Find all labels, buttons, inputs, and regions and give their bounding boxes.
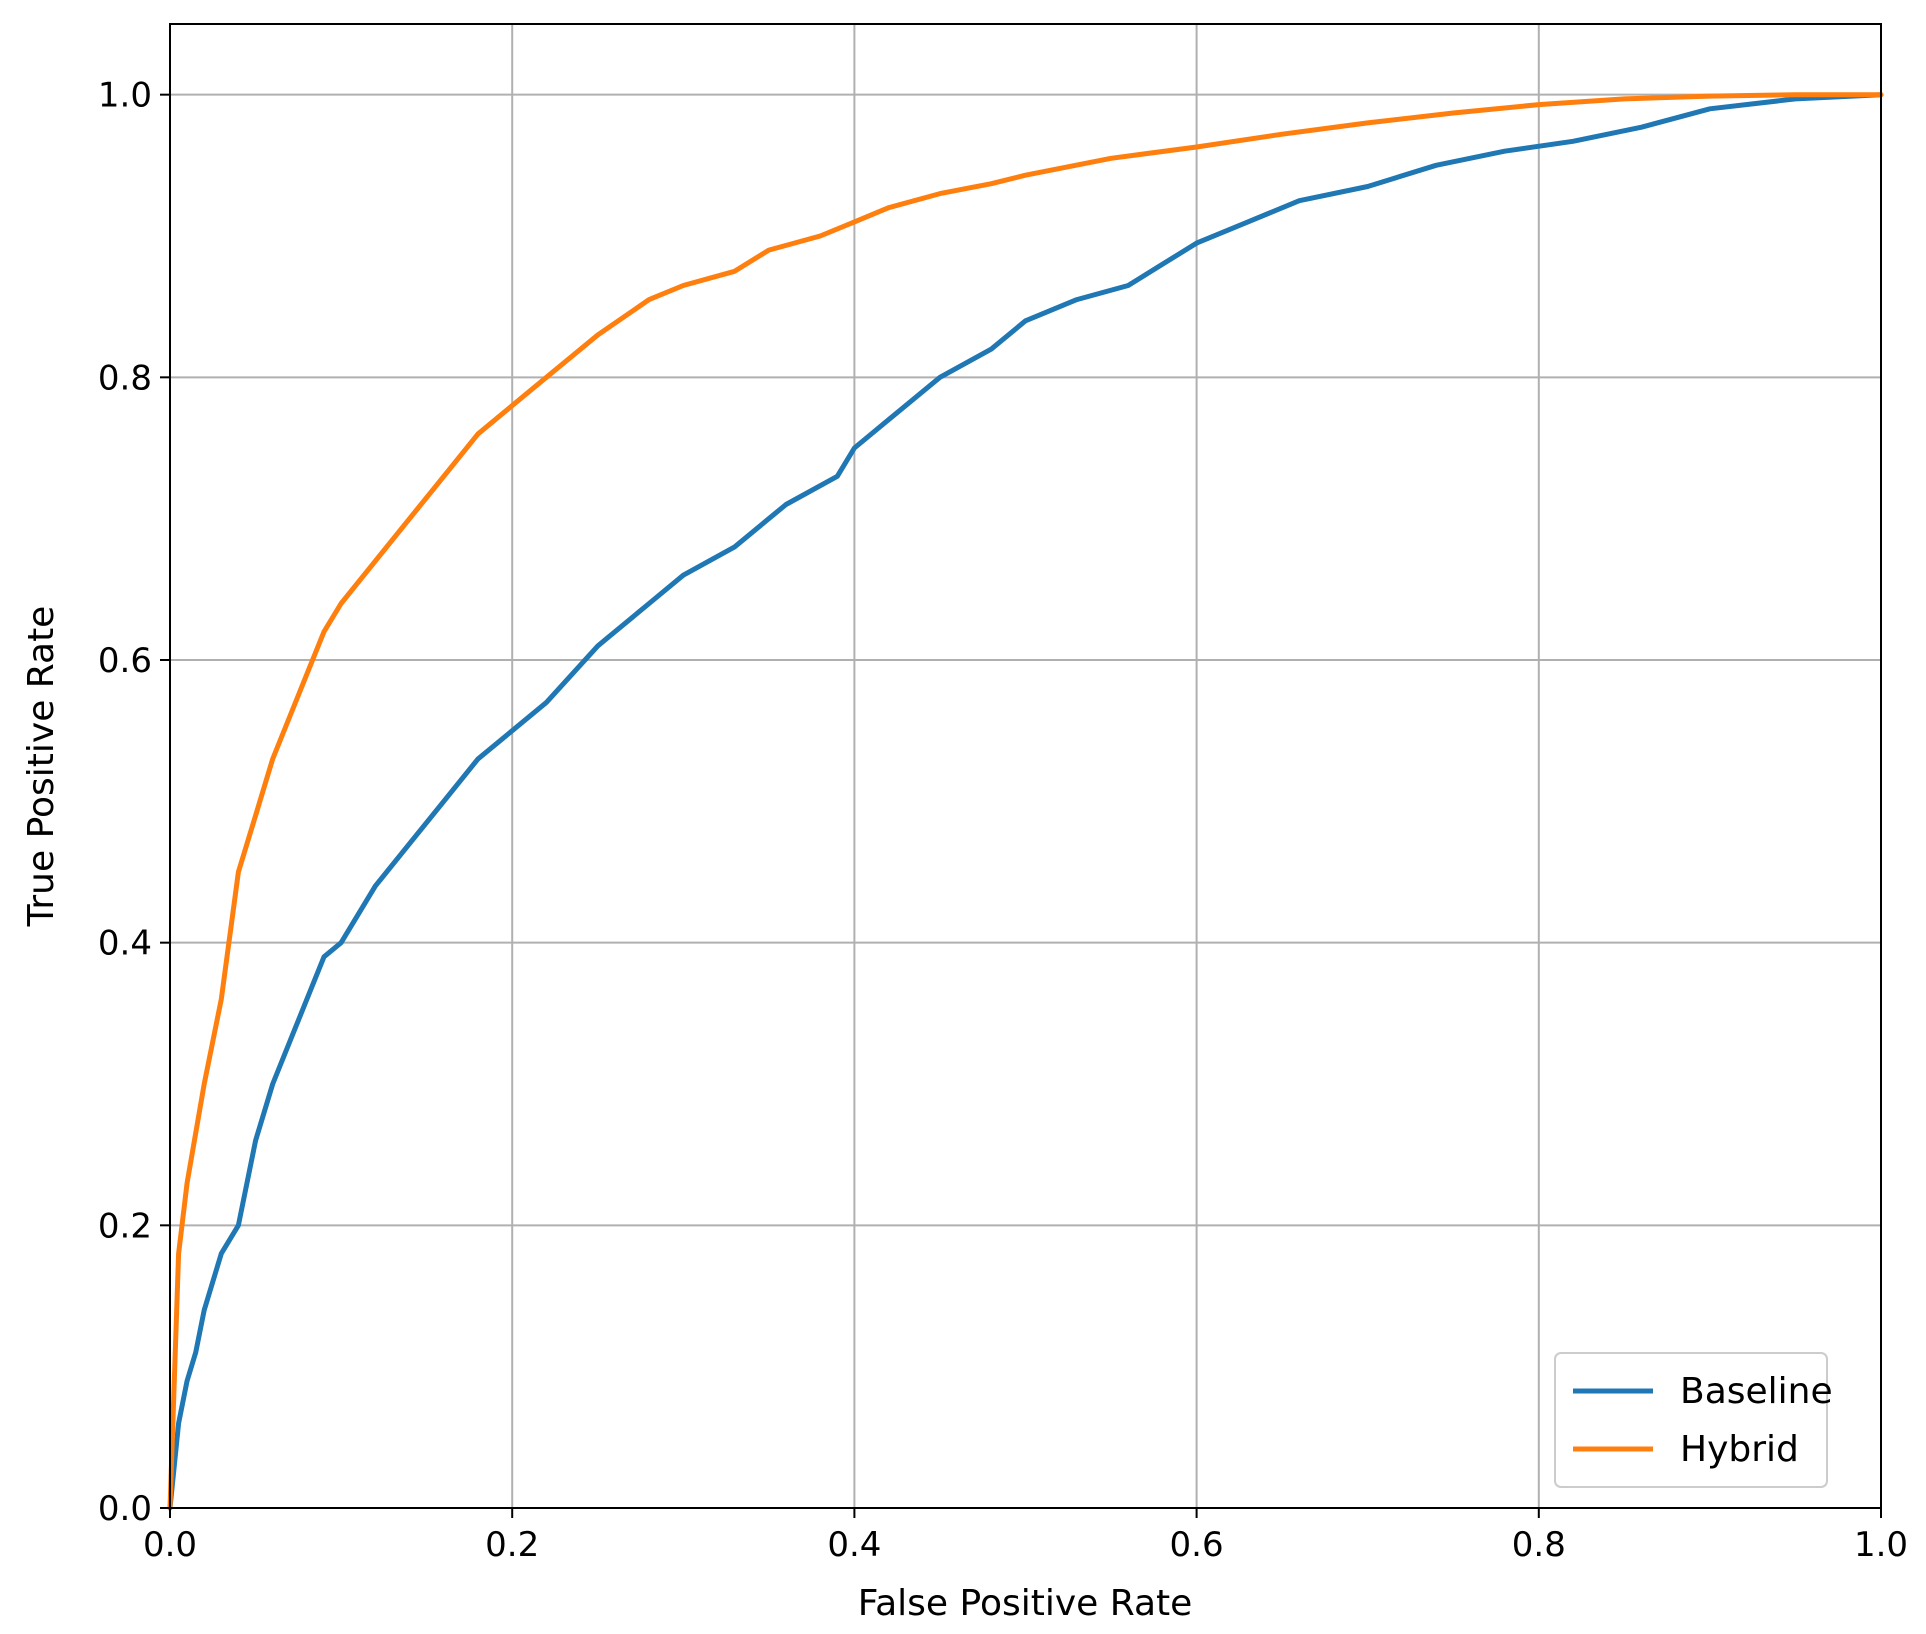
y-tick-label: 0.4: [98, 924, 152, 964]
legend-box: [1554, 1352, 1828, 1488]
x-tick-label: 0.2: [485, 1525, 539, 1565]
grid-lines: [169, 24, 1882, 1509]
series-line-hybrid: [167, 92, 1884, 1511]
x-axis-label: False Positive Rate: [858, 1583, 1193, 1624]
legend-label-baseline: Baseline: [1680, 1371, 1833, 1412]
y-tick-label: 0.8: [98, 358, 152, 398]
y-axis-ticks: 0.0 0.2 0.4 0.6 0.8 1.0: [98, 76, 170, 1529]
x-tick-label: 0.4: [827, 1525, 881, 1565]
y-axis-label: True Positive Rate: [21, 606, 62, 928]
series-line-baseline: [167, 92, 1884, 1511]
y-tick-label: 0.6: [98, 641, 152, 681]
y-tick-label: 0.2: [98, 1206, 152, 1246]
y-tick-label: 1.0: [98, 76, 152, 116]
legend-label-hybrid: Hybrid: [1680, 1429, 1799, 1470]
x-tick-label: 1.0: [1854, 1525, 1908, 1565]
x-axis-ticks: 0.0 0.2 0.4 0.6 0.8 1.0: [143, 1508, 1908, 1565]
x-tick-label: 0.6: [1170, 1525, 1224, 1565]
x-tick-label: 0.8: [1512, 1525, 1566, 1565]
plot-frame: [169, 23, 1882, 1509]
x-tick-label: 0.0: [143, 1525, 197, 1565]
y-tick-label: 0.0: [98, 1489, 152, 1529]
legend: Baseline Hybrid: [1554, 1352, 1833, 1488]
series-lines: [167, 92, 1884, 1511]
